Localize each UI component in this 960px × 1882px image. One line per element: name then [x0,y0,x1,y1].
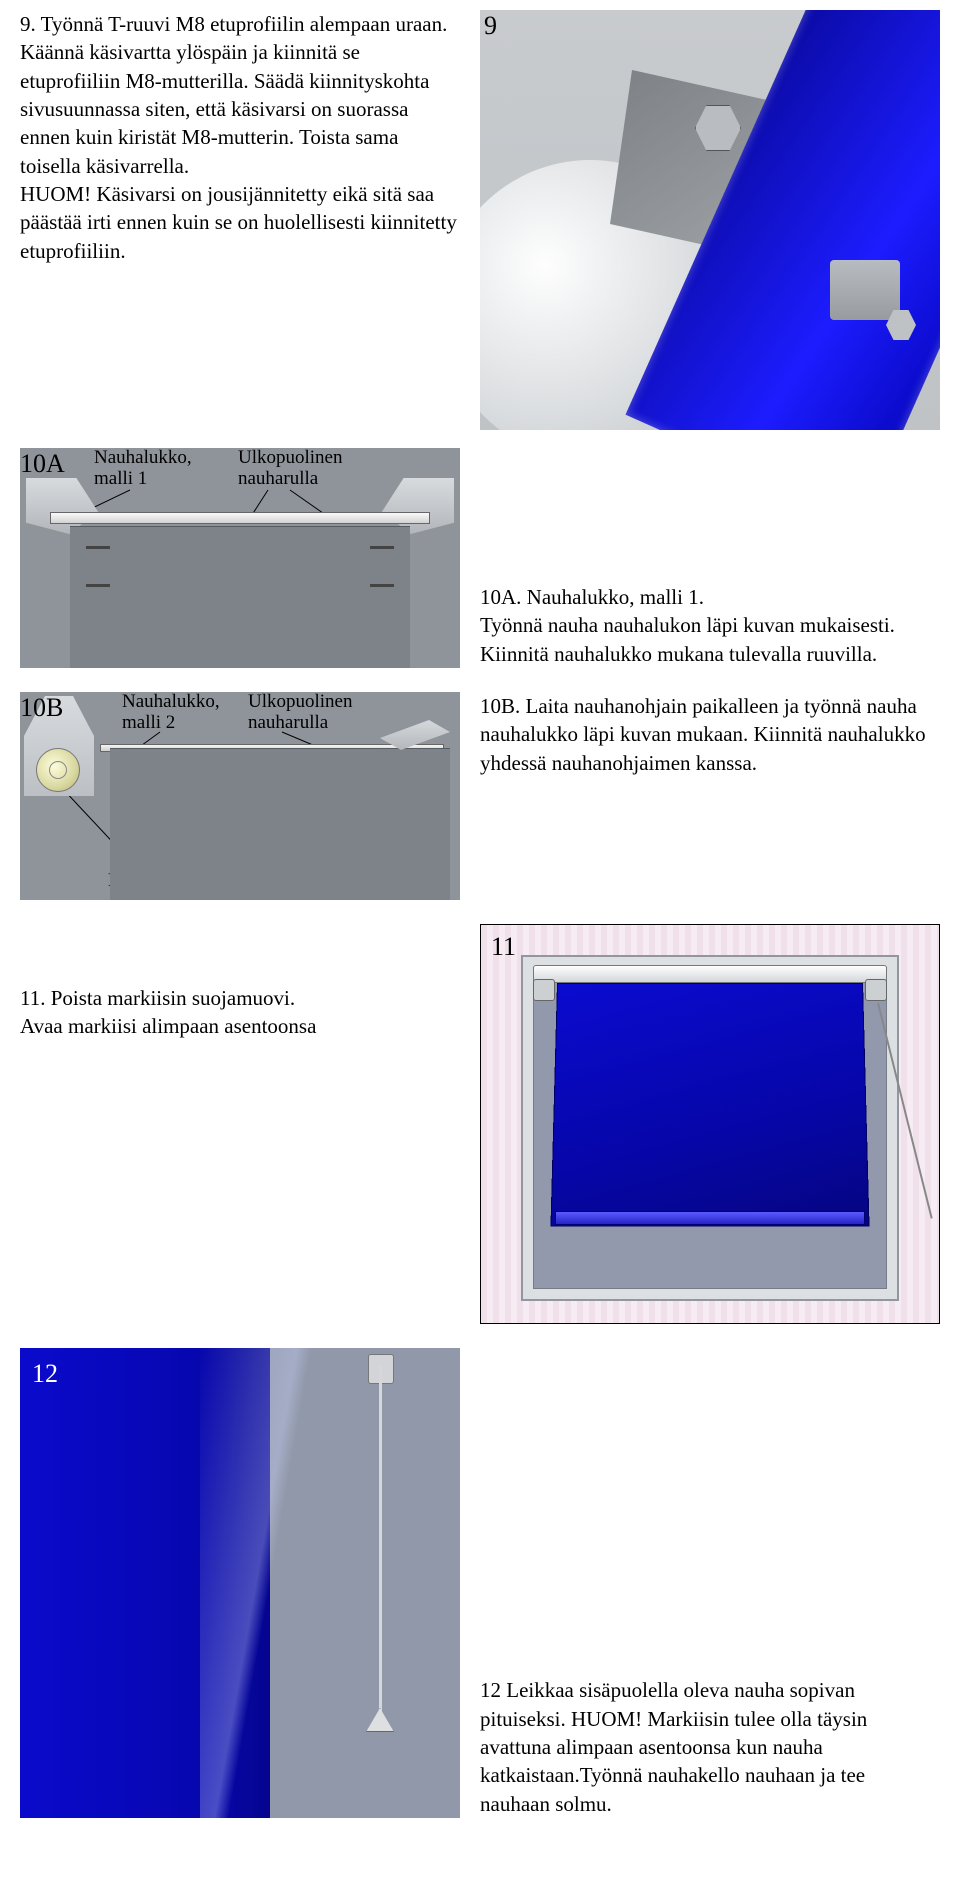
step10a-text: 10A. Nauhalukko, malli 1. Työnnä nauha n… [480,583,895,668]
step11-label: 11 [491,929,516,964]
step11-text: 11. Poista markiisin suojamuovi. Avaa ma… [20,984,460,1041]
figure-10a: Nauhalukko, malli 1 Ulkopuolinen nauharu… [20,448,460,668]
callout-roll-10b: Ulkopuolinen nauharulla [248,692,353,734]
callout-roll-10a: Ulkopuolinen nauharulla [238,448,343,490]
figure-11: 11 [480,924,940,1324]
step12-text: 12 Leikkaa sisäpuolella oleva nauha sopi… [480,1676,940,1818]
step10b-label: 10B [20,690,63,725]
step10a-label: 10A [20,446,65,481]
step10b-text: 10B. Laita nauhanohjain paikalleen ja ty… [480,692,940,777]
step9-text: 9. Työnnä T-ruuvi M8 etuprofiilin alempa… [20,10,460,265]
step12-label: 12 [32,1356,58,1391]
figure-12: 12 [20,1348,460,1818]
callout-lock-10a: Nauhalukko, malli 1 [94,448,192,490]
step9-label: 9 [484,8,497,43]
callout-lock-10b: Nauhalukko, malli 2 [122,692,220,734]
figure-10b: Nauhalukko, malli 2 Ulkopuolinen nauharu… [20,692,460,900]
figure-9 [480,10,940,430]
